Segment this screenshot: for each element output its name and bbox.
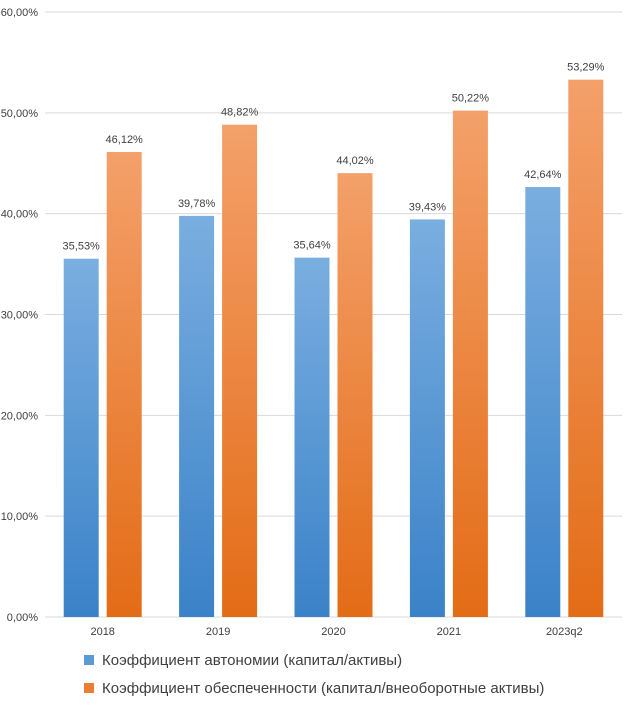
legend-label-provision: Коэффициент обеспеченности (капитал/внео… [102, 679, 545, 697]
bar-provision [337, 173, 373, 618]
bar-provision [452, 110, 488, 618]
data-label-autonomy: 35,53% [63, 241, 101, 253]
data-label-provision: 44,02% [336, 155, 374, 167]
data-label-provision: 46,12% [106, 134, 144, 146]
y-tick-label: 50,00% [1, 108, 39, 120]
y-tick-label: 40,00% [1, 209, 39, 221]
y-tick-label: 10,00% [1, 511, 39, 523]
x-axis-ticks: 2018 2019 2020 2021 2023q2 [90, 626, 582, 638]
data-label-autonomy: 35,64% [293, 240, 331, 252]
bar-autonomy [294, 257, 330, 617]
x-tick-label: 2023q2 [546, 626, 583, 638]
legend-label-autonomy: Коэффициент автономии (капитал/активы) [102, 651, 403, 669]
x-tick-label: 2018 [90, 626, 114, 638]
bar-autonomy [525, 187, 561, 617]
legend-swatch-orange-icon [84, 683, 94, 693]
bar-autonomy [63, 258, 99, 617]
data-label-autonomy: 42,64% [524, 169, 562, 181]
y-tick-label: 0,00% [7, 612, 38, 624]
bars [63, 79, 604, 618]
data-label-provision: 53,29% [567, 62, 605, 74]
data-labels: 35,53% 46,12% 39,78% 48,82% 35,64% 44,02% 39,4… [63, 62, 605, 253]
bar-provision [222, 124, 258, 618]
legend-swatch-blue-icon [84, 655, 94, 665]
bar-autonomy [179, 215, 215, 617]
y-tick-label: 20,00% [1, 410, 39, 422]
y-tick-label: 60,00% [1, 7, 39, 19]
legend-item-autonomy: Коэффициент автономии (капитал/активы) [84, 646, 544, 674]
legend: Коэффициент автономии (капитал/активы) К… [84, 646, 544, 702]
x-tick-label: 2019 [206, 626, 230, 638]
bar-provision [568, 79, 604, 617]
data-label-provision: 50,22% [452, 93, 490, 105]
bar-autonomy [409, 219, 445, 617]
x-tick-label: 2020 [321, 626, 345, 638]
data-label-autonomy: 39,78% [178, 198, 216, 210]
bar-provision [106, 151, 142, 617]
data-label-autonomy: 39,43% [409, 201, 447, 213]
y-tick-label: 30,00% [1, 310, 39, 322]
legend-item-provision: Коэффициент обеспеченности (капитал/внео… [84, 674, 544, 702]
data-label-provision: 48,82% [221, 107, 259, 119]
x-tick-label: 2021 [437, 626, 461, 638]
y-axis-ticks: 0,00% 10,00% 20,00% 30,00% 40,00% 50,00% 60,00… [1, 7, 39, 624]
